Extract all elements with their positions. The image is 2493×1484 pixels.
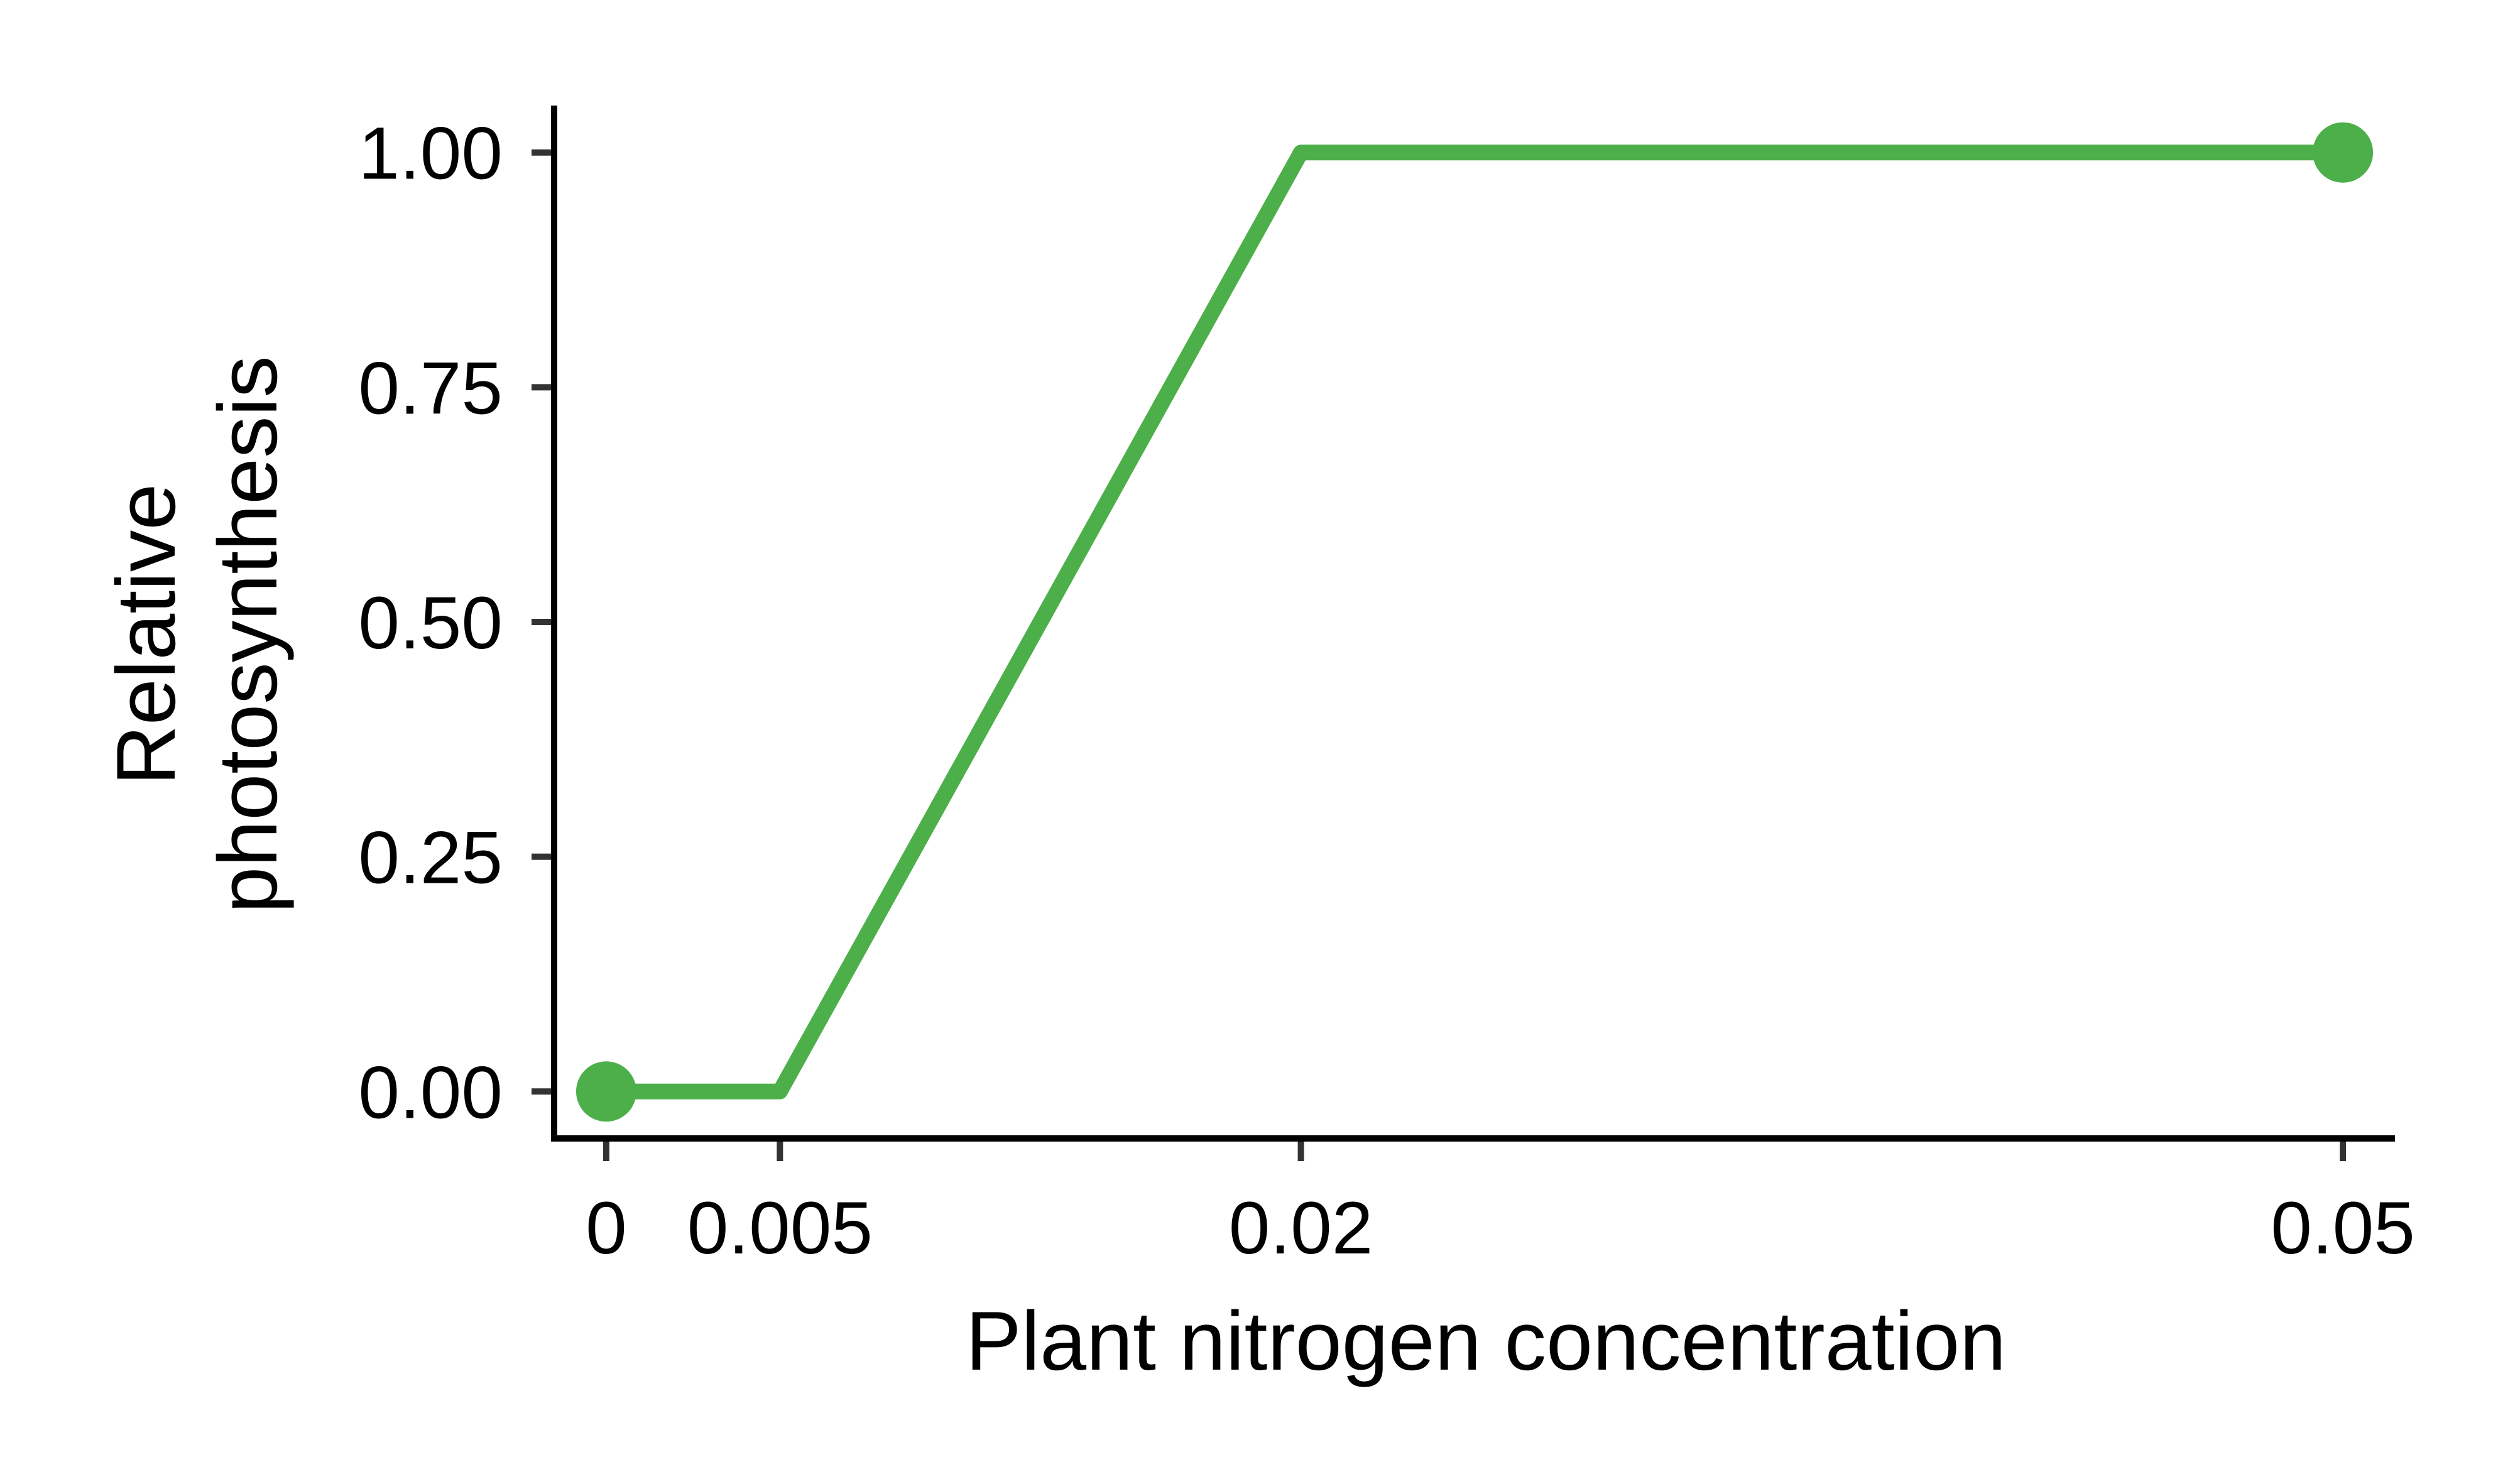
series-line	[598, 145, 2351, 1099]
x-tick-label: 0.02	[1229, 1187, 1373, 1270]
y-tick-label: 0.75	[358, 347, 503, 430]
x-tick-label: 0	[586, 1187, 627, 1270]
y-axis-ticks: 0.00 0.25 0.50 0.75 1.00	[358, 112, 551, 1134]
x-tick-label: 0.05	[2271, 1187, 2415, 1270]
y-tick-label: 0.25	[358, 817, 503, 900]
y-tick-label: 1.00	[358, 112, 503, 195]
y-tick-label: 0.00	[358, 1051, 503, 1134]
x-axis-title: Plant nitrogen concentration	[966, 1295, 2006, 1388]
x-tick-label: 0.005	[687, 1187, 873, 1270]
endpoint-marker	[576, 1061, 636, 1122]
endpoint-marker	[2313, 122, 2374, 183]
axes	[551, 106, 2395, 1142]
y-axis-title-line-2: photosynthesis	[202, 356, 295, 913]
series-layer	[576, 122, 2374, 1122]
y-axis-title: Relative photosynthesis	[100, 356, 295, 913]
x-axis-ticks: 0 0.005 0.02 0.05	[586, 1142, 2415, 1270]
y-axis-title-line-1: Relative	[100, 484, 193, 786]
y-tick-label: 0.50	[358, 582, 503, 665]
